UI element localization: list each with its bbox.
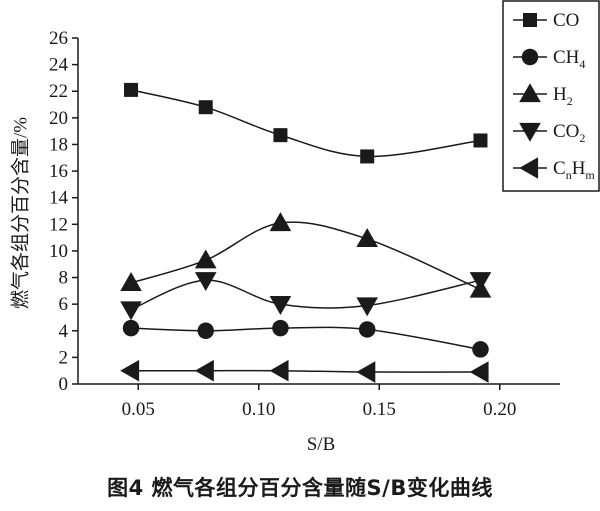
data-point-h2 bbox=[356, 228, 378, 248]
data-point-ch4 bbox=[358, 321, 376, 338]
legend-marker-co bbox=[523, 13, 537, 27]
data-point-co2 bbox=[194, 272, 217, 291]
data-point-co2 bbox=[120, 301, 142, 321]
data-point-co bbox=[198, 100, 213, 115]
legend-marker-ch4 bbox=[521, 48, 539, 66]
data-point-cnhm bbox=[269, 359, 289, 382]
series-curves bbox=[130, 89, 481, 373]
data-point-co2 bbox=[269, 296, 292, 315]
legend-box bbox=[502, 0, 600, 192]
data-point-co2 bbox=[469, 272, 492, 291]
y-tick-label: 14 bbox=[49, 188, 69, 209]
data-point-ch4 bbox=[122, 319, 140, 337]
data-point-h2 bbox=[120, 272, 142, 291]
data-point-ch4 bbox=[472, 341, 489, 358]
legend-marker-co2 bbox=[519, 122, 541, 142]
y-tick-label: 12 bbox=[49, 214, 68, 235]
data-point-h2 bbox=[194, 249, 217, 269]
y-tick-label: 6 bbox=[59, 294, 69, 315]
legend-label-co2: CO2 bbox=[553, 121, 585, 145]
data-point-co bbox=[360, 149, 375, 164]
data-point-h2 bbox=[269, 212, 292, 232]
data-point-ch4 bbox=[272, 319, 289, 337]
series-line-co2 bbox=[130, 279, 481, 311]
x-axis-label: S/B bbox=[307, 434, 336, 455]
y-tick-label: 0 bbox=[59, 374, 69, 395]
series-line-ch4 bbox=[130, 326, 481, 351]
data-point-cnhm bbox=[356, 361, 376, 383]
y-tick-label: 26 bbox=[49, 28, 68, 49]
series-line-cnhm bbox=[131, 369, 481, 373]
x-tick-label: 0.05 bbox=[122, 399, 155, 420]
y-tick-label: 24 bbox=[49, 55, 69, 76]
y-tick-label: 16 bbox=[49, 161, 68, 182]
data-point-cnhm bbox=[469, 361, 489, 383]
data-point-co bbox=[273, 128, 288, 143]
legend-marker-cnhm bbox=[519, 157, 539, 179]
y-tick-label: 10 bbox=[49, 241, 68, 262]
series-markers bbox=[120, 82, 492, 383]
data-point-cnhm bbox=[194, 359, 214, 382]
legend-label-h2: H2 bbox=[553, 84, 573, 108]
legend-marker-h2 bbox=[519, 83, 541, 103]
x-tick-label: 0.20 bbox=[483, 399, 516, 420]
y-tick-label: 8 bbox=[59, 268, 69, 289]
y-tick-label: 4 bbox=[59, 321, 69, 342]
data-point-cnhm bbox=[120, 359, 140, 382]
y-tick-label: 2 bbox=[59, 347, 69, 368]
x-tick-label: 0.15 bbox=[363, 399, 396, 420]
series-line-co bbox=[130, 89, 481, 158]
legend-label-cnhm: CnHm bbox=[553, 158, 595, 182]
y-tick-label: 22 bbox=[49, 81, 68, 102]
series-line-h2 bbox=[130, 221, 481, 291]
legend-label-co: CO bbox=[553, 10, 579, 31]
data-point-co bbox=[124, 82, 139, 97]
legend-label-ch4: CH4 bbox=[553, 47, 585, 71]
chart-legend: CO CH4 H2 CO2 CnHm bbox=[502, 0, 600, 192]
y-axis-label: 燃气各组分百分含量/% bbox=[9, 117, 31, 309]
figure-caption: 图4 燃气各组分百分含量随S/B变化曲线 bbox=[107, 476, 493, 500]
x-tick-label: 0.10 bbox=[242, 399, 275, 420]
y-tick-label: 18 bbox=[49, 134, 68, 155]
data-point-co2 bbox=[356, 297, 378, 317]
y-tick-label: 20 bbox=[49, 108, 68, 129]
data-point-ch4 bbox=[197, 322, 214, 340]
data-point-co bbox=[473, 133, 488, 148]
